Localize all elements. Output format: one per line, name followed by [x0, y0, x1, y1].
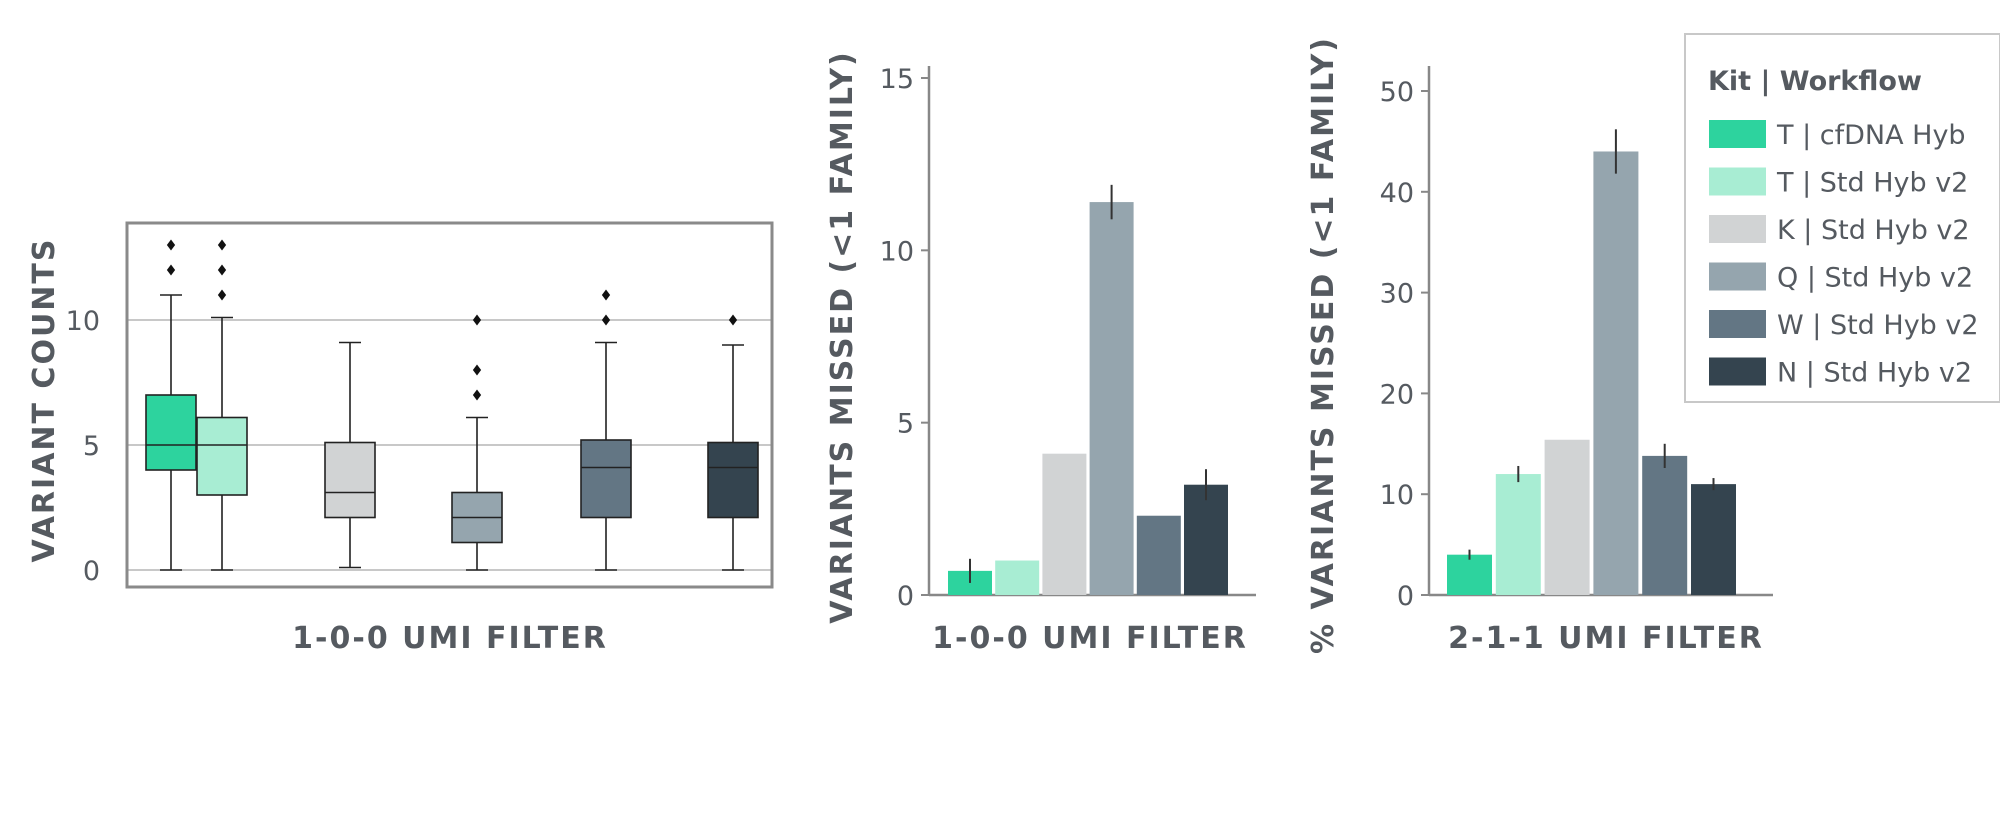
outlier-point — [472, 389, 482, 401]
legend-item-label: T | cfDNA Hyb — [1776, 120, 1966, 151]
outlier-point — [166, 264, 176, 276]
bar-w-std-hyb-v2 — [1642, 455, 1688, 595]
legend-item-label: W | Std Hyb v2 — [1777, 310, 1979, 341]
y-tick-label: 15 — [880, 64, 914, 95]
bar-t-std-hyb-v2 — [995, 560, 1040, 595]
box-n-std-hyb-v2 — [707, 441, 759, 519]
legend-item-label: K | Std Hyb v2 — [1777, 215, 1970, 246]
bar-n-std-hyb-v2 — [1184, 484, 1228, 595]
outlier-point — [472, 364, 482, 376]
y-tick-label: 0 — [897, 581, 914, 612]
box-plot-panel: 0 5 10 1-0-0 UMI FILTER VARIANT COUNTS — [27, 221, 774, 656]
y-axis-label: % VARIANTS MISSED (<1 FAMILY) — [1306, 36, 1341, 654]
x-axis-label: 1-0-0 UMI FILTER — [292, 621, 608, 656]
bar-k-std-hyb-v2 — [1042, 453, 1087, 595]
y-tick-label: 5 — [83, 431, 100, 462]
legend-title: Kit | Workflow — [1708, 66, 1922, 97]
y-axis-label: VARIANTS MISSED (<1 FAMILY) — [825, 50, 860, 624]
y-tick-label: 40 — [1380, 178, 1414, 209]
box-t-cfdna-hyb — [145, 394, 197, 471]
box-w-std-hyb-v2 — [580, 439, 632, 519]
y-tick-label: 30 — [1380, 279, 1414, 310]
outlier-point — [166, 239, 176, 251]
outlier-point — [472, 314, 482, 326]
bar-q-std-hyb-v2 — [1089, 202, 1134, 595]
legend-swatch — [1709, 357, 1766, 386]
y-tick-label: 10 — [1380, 480, 1414, 511]
outlier-point — [217, 264, 227, 276]
y-tick-label: 5 — [897, 409, 914, 440]
box-k-std-hyb-v2 — [324, 441, 376, 519]
bar-w-std-hyb-v2 — [1136, 515, 1181, 595]
y-tick-label: 20 — [1380, 379, 1414, 410]
legend-swatch — [1709, 167, 1766, 196]
bar-t-cfdna-hyb — [1447, 554, 1492, 595]
bar-chart-100-panel: 0 5 10 15 1-0-0 UMI FILTER VARIANTS MISSED (<… — [825, 50, 1256, 656]
x-axis-label: 1-0-0 UMI FILTER — [932, 621, 1248, 656]
outlier-point — [728, 314, 738, 326]
y-tick-label: 50 — [1380, 77, 1414, 108]
legend-item-label: N | Std Hyb v2 — [1777, 358, 1972, 389]
y-tick-label: 0 — [83, 556, 100, 587]
plot-frame — [125, 221, 774, 589]
x-axis-label: 2-1-1 UMI FILTER — [1448, 621, 1764, 656]
outlier-point — [601, 314, 611, 326]
legend-item-label: T | Std Hyb v2 — [1776, 168, 1968, 199]
bar-t-std-hyb-v2 — [1495, 474, 1541, 595]
y-axis-label: VARIANT COUNTS — [27, 238, 62, 563]
legend-swatch — [1709, 215, 1766, 243]
y-tick-label: 0 — [1397, 581, 1414, 612]
legend-swatch — [1709, 120, 1766, 148]
box-t-std-hyb-v2 — [196, 416, 248, 496]
bar-q-std-hyb-v2 — [1593, 151, 1639, 596]
bar-k-std-hyb-v2 — [1544, 439, 1590, 595]
legend-swatch — [1709, 310, 1766, 338]
bar-n-std-hyb-v2 — [1691, 484, 1736, 595]
outlier-point — [217, 239, 227, 251]
outlier-point — [601, 289, 611, 301]
legend-item-label: Q | Std Hyb v2 — [1777, 263, 1973, 294]
legend: Kit | Workflow T | cfDNA Hyb T | Std Hyb v… — [1684, 33, 2000, 403]
y-tick-label: 10 — [880, 236, 914, 267]
legend-swatch — [1709, 262, 1766, 291]
bar-chart-211-panel: 0 10 20 30 40 50 2-1-1 UMI FILTER % VARIANTS MI… — [1306, 36, 1773, 656]
y-tick-label: 10 — [66, 306, 100, 337]
outlier-point — [217, 289, 227, 301]
